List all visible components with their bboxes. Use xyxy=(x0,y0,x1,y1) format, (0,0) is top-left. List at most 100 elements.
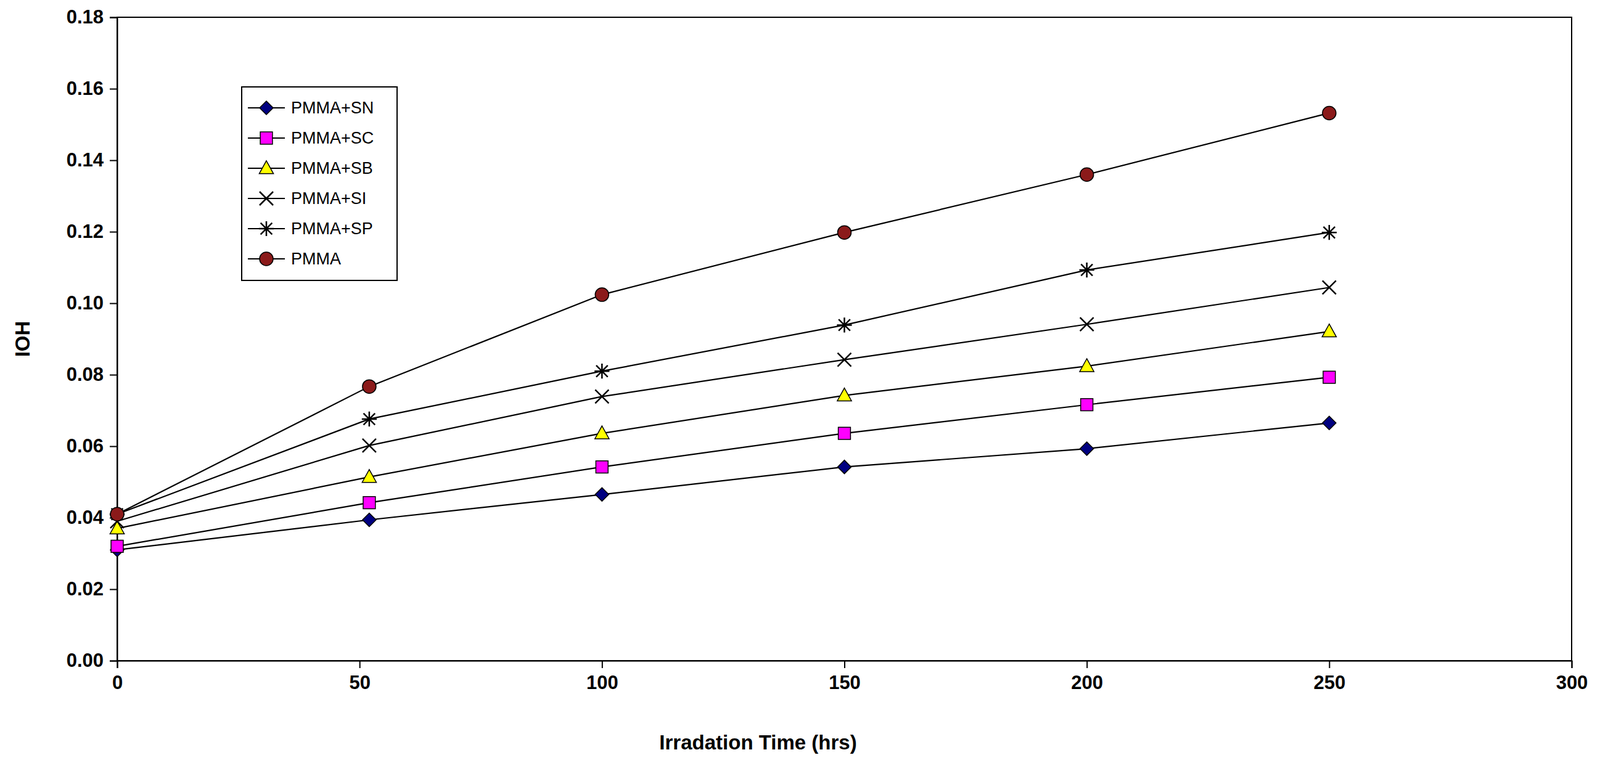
x-axis-title: Irradation Time (hrs) xyxy=(659,731,857,755)
legend-item: PMMA xyxy=(247,249,341,269)
y-axis-title: IOH xyxy=(11,321,34,358)
x-tick-label: 300 xyxy=(1556,672,1589,694)
series-marker xyxy=(1323,371,1336,384)
plot-frame xyxy=(117,17,1572,661)
x-tick: 150 xyxy=(828,660,861,694)
series-marker xyxy=(594,487,609,502)
legend-label: PMMA+SI xyxy=(291,189,367,208)
legend-label: PMMA+SN xyxy=(291,98,374,118)
x-tick-label: 150 xyxy=(828,672,861,694)
series-marker xyxy=(109,506,125,522)
x-tick: 200 xyxy=(1070,660,1104,694)
series-marker xyxy=(1321,324,1337,338)
y-tick: 0.12 xyxy=(66,220,118,243)
y-tick-mark xyxy=(109,231,118,234)
y-tick-label: 0.18 xyxy=(66,6,104,28)
data-area xyxy=(109,106,1337,557)
y-tick-mark xyxy=(109,374,118,377)
x-tick-mark xyxy=(1086,660,1088,669)
y-tick: 0.04 xyxy=(66,506,118,529)
y-tick: 0.06 xyxy=(66,435,118,457)
y-tick-label: 0.04 xyxy=(66,506,105,529)
x-tick: 100 xyxy=(586,660,619,694)
series-marker xyxy=(594,363,610,379)
x-axis: 050100150200250300 xyxy=(112,660,1588,694)
legend-marker xyxy=(259,191,274,206)
y-tick: 0.00 xyxy=(66,649,118,672)
legend-marker xyxy=(258,160,274,174)
series-marker xyxy=(109,521,124,534)
x-tick-mark xyxy=(1571,660,1573,669)
legend-item: PMMA+SI xyxy=(247,189,367,208)
legend-item: PMMA+SC xyxy=(247,128,374,148)
series-marker xyxy=(1079,358,1094,372)
series-marker xyxy=(1080,398,1094,412)
series-marker xyxy=(595,461,608,474)
x-tick-mark xyxy=(117,660,119,669)
x-tick-label: 50 xyxy=(348,672,370,694)
y-tick-label: 0.00 xyxy=(66,649,104,672)
x-tick-mark xyxy=(359,660,361,669)
legend-box xyxy=(241,86,398,281)
legend-label: PMMA+SB xyxy=(291,159,374,178)
series-line xyxy=(117,377,1330,547)
series-marker xyxy=(838,427,851,440)
series-marker xyxy=(1322,280,1337,295)
y-tick-mark xyxy=(109,160,118,162)
y-tick-label: 0.08 xyxy=(66,363,104,386)
y-tick-label: 0.12 xyxy=(66,220,104,243)
legend-item: PMMA+SB xyxy=(247,159,374,178)
series-marker xyxy=(1080,442,1094,456)
series-marker xyxy=(837,353,852,367)
y-tick: 0.02 xyxy=(66,578,118,600)
legend-marker xyxy=(258,221,274,237)
x-tick-label: 100 xyxy=(586,672,619,694)
legend-item: PMMA+SP xyxy=(247,219,374,238)
series-line xyxy=(117,331,1330,530)
legend-item: PMMA+SN xyxy=(247,98,374,118)
y-axis: 0.00 0.02 0.04 0.06 0.08 0.10 0.12 0.14 0.16 0.18 xyxy=(66,6,118,672)
legend-marker xyxy=(259,252,274,266)
y-tick-label: 0.14 xyxy=(66,149,105,171)
series-marker xyxy=(1080,317,1094,332)
y-tick-label: 0.16 xyxy=(66,77,104,100)
series-line xyxy=(117,422,1330,550)
x-tick: 250 xyxy=(1313,660,1346,694)
legend: PMMA+SN PMMA+SC PMMA+SB PMMA+SI PMMA+SP PMMA xyxy=(241,86,398,281)
x-tick-mark xyxy=(601,660,604,669)
series-marker xyxy=(1322,416,1337,430)
y-tick-label: 0.10 xyxy=(66,292,104,314)
x-tick-mark xyxy=(1328,660,1330,669)
series-marker xyxy=(594,389,609,404)
y-tick-mark xyxy=(109,17,118,19)
x-axis-line xyxy=(117,661,1573,669)
legend-label: PMMA+SC xyxy=(291,128,374,148)
series-marker xyxy=(837,460,852,475)
y-tick-label: 0.02 xyxy=(66,578,104,600)
y-tick: 0.18 xyxy=(66,6,118,28)
series-marker xyxy=(1322,106,1337,120)
series-marker xyxy=(1080,167,1094,182)
series-marker xyxy=(362,438,377,453)
y-tick-mark xyxy=(109,446,118,448)
legend-label: PMMA xyxy=(291,249,341,269)
series-line xyxy=(117,112,1330,515)
series-marker xyxy=(362,379,377,394)
series-marker xyxy=(362,512,377,527)
series-marker xyxy=(361,411,377,427)
series-marker xyxy=(594,426,610,439)
y-tick: 0.16 xyxy=(66,77,118,100)
chart: 0.00 0.02 0.04 0.06 0.08 0.10 0.12 0.14 0.16 0.18… xyxy=(0,0,1600,763)
series-marker xyxy=(837,225,852,240)
y-tick-mark xyxy=(109,660,118,663)
legend-marker xyxy=(259,101,274,115)
x-tick: 50 xyxy=(348,660,370,694)
legend-marker xyxy=(260,131,273,145)
series-marker xyxy=(836,317,852,333)
y-tick-mark xyxy=(109,589,118,591)
series-marker xyxy=(361,469,377,483)
x-tick: 300 xyxy=(1556,660,1589,694)
series-marker xyxy=(594,287,609,302)
series-marker xyxy=(110,507,124,522)
series-marker xyxy=(110,540,124,554)
